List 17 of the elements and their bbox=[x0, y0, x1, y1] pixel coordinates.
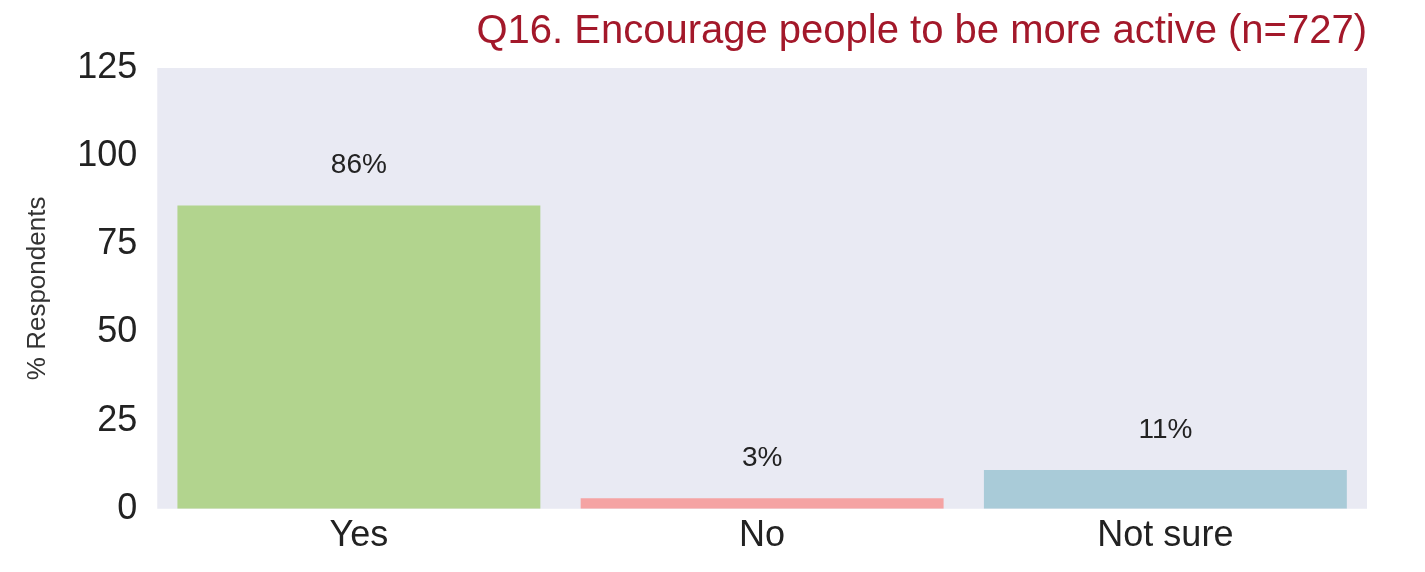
y-tick-label: 0 bbox=[117, 485, 138, 527]
y-axis-title: % Respondents bbox=[20, 196, 51, 381]
bar bbox=[177, 205, 541, 509]
bar bbox=[983, 470, 1347, 509]
bar bbox=[580, 498, 944, 509]
data-label: 11% bbox=[1138, 412, 1193, 444]
x-tick-label: No bbox=[739, 513, 786, 555]
chart-title: Q16. Encourage people to be more active (n=727) bbox=[476, 7, 1367, 52]
y-tick-label: 75 bbox=[97, 221, 138, 263]
data-label: 86% bbox=[330, 148, 387, 180]
y-tick-label: 25 bbox=[97, 397, 138, 439]
y-tick-label: 125 bbox=[77, 44, 138, 86]
x-tick-label: Not sure bbox=[1097, 513, 1234, 555]
x-tick-label: Yes bbox=[329, 513, 389, 555]
data-label: 3% bbox=[741, 440, 783, 472]
y-tick-label: 100 bbox=[77, 133, 138, 175]
y-tick-label: 50 bbox=[97, 309, 138, 351]
